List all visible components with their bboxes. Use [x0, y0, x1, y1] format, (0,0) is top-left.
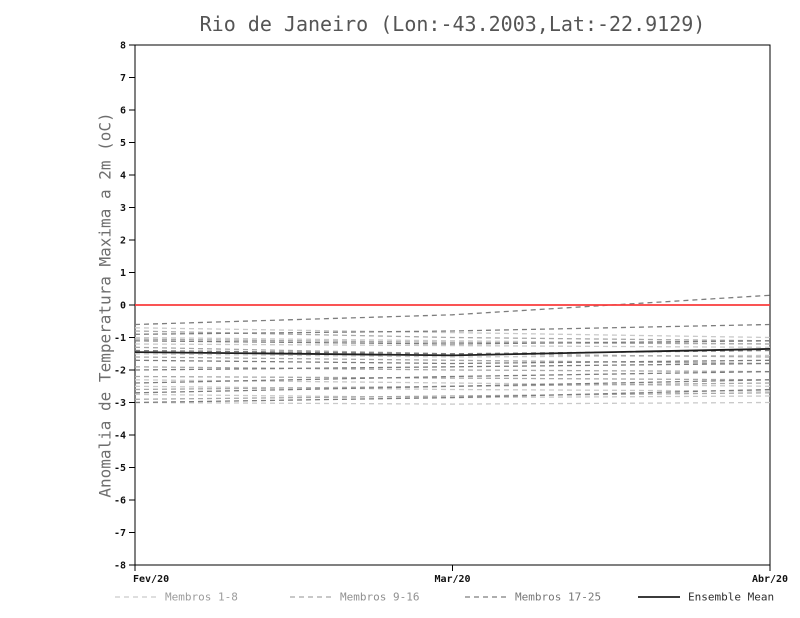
member-line	[134, 366, 771, 373]
y-tick-label: -8	[114, 561, 126, 572]
member-line	[134, 392, 771, 400]
y-tick-label: 2	[120, 236, 126, 247]
y-tick-label: 1	[120, 268, 126, 279]
x-axis: Fev/20 Mar/20 Abr/20	[133, 565, 788, 585]
y-tick-label: 0	[120, 301, 126, 312]
legend-item: Membros 17-25	[465, 591, 601, 604]
legend: Membros 1-8 Membros 9-16 Membros 17-25 Ense…	[115, 591, 774, 604]
member-line	[134, 401, 771, 405]
y-tick-label: 7	[120, 73, 126, 84]
member-line	[134, 336, 771, 345]
y-tick-label: -3	[114, 398, 126, 409]
y-tick-label: -1	[114, 333, 126, 344]
y-tick-label: -2	[114, 366, 126, 377]
y-tick-label: 5	[120, 138, 126, 149]
member-line	[134, 388, 771, 404]
member-line	[134, 330, 771, 342]
member-line	[134, 343, 771, 348]
member-line	[134, 362, 771, 371]
y-tick-label: -7	[114, 528, 126, 539]
legend-label: Membros 17-25	[515, 591, 601, 604]
legend-item: Ensemble Mean	[638, 591, 774, 604]
member-line	[134, 356, 771, 365]
y-tick-label: -5	[114, 463, 126, 474]
legend-label: Membros 1-8	[165, 591, 238, 604]
y-tick-label: 8	[120, 41, 126, 52]
y-axis: -8 -7 -6 -5 -4 -3 -2 -1 0 1 2 3 4 5 6 7 8	[114, 41, 135, 572]
x-tick-label: Abr/20	[752, 574, 788, 585]
member-line	[134, 379, 771, 387]
member-line	[134, 327, 771, 339]
member-line	[134, 340, 771, 345]
member-line	[134, 353, 771, 358]
legend-item: Membros 1-8	[115, 591, 238, 604]
member-line	[134, 385, 771, 392]
member-line	[134, 370, 771, 384]
ensemble-mean-line	[134, 348, 771, 357]
y-tick-label: 3	[120, 203, 126, 214]
ensemble-lines	[134, 294, 771, 405]
member-line	[134, 359, 771, 365]
chart-title: Rio de Janeiro (Lon:-43.2003,Lat:-22.912…	[199, 12, 706, 36]
member-line	[134, 294, 771, 326]
member-line	[134, 338, 771, 345]
legend-label: Membros 9-16	[340, 591, 419, 604]
y-tick-label: -4	[114, 431, 126, 442]
legend-item: Membros 9-16	[290, 591, 419, 604]
member-line	[134, 379, 771, 394]
member-line	[134, 375, 771, 381]
y-tick-label: 6	[120, 106, 126, 117]
y-tick-label: 4	[120, 171, 126, 182]
legend-label: Ensemble Mean	[688, 591, 774, 604]
member-line	[134, 323, 771, 335]
y-tick-label: -6	[114, 496, 126, 507]
member-line	[134, 349, 771, 355]
x-tick-label: Mar/20	[434, 574, 470, 585]
x-tick-label: Fev/20	[133, 574, 169, 585]
